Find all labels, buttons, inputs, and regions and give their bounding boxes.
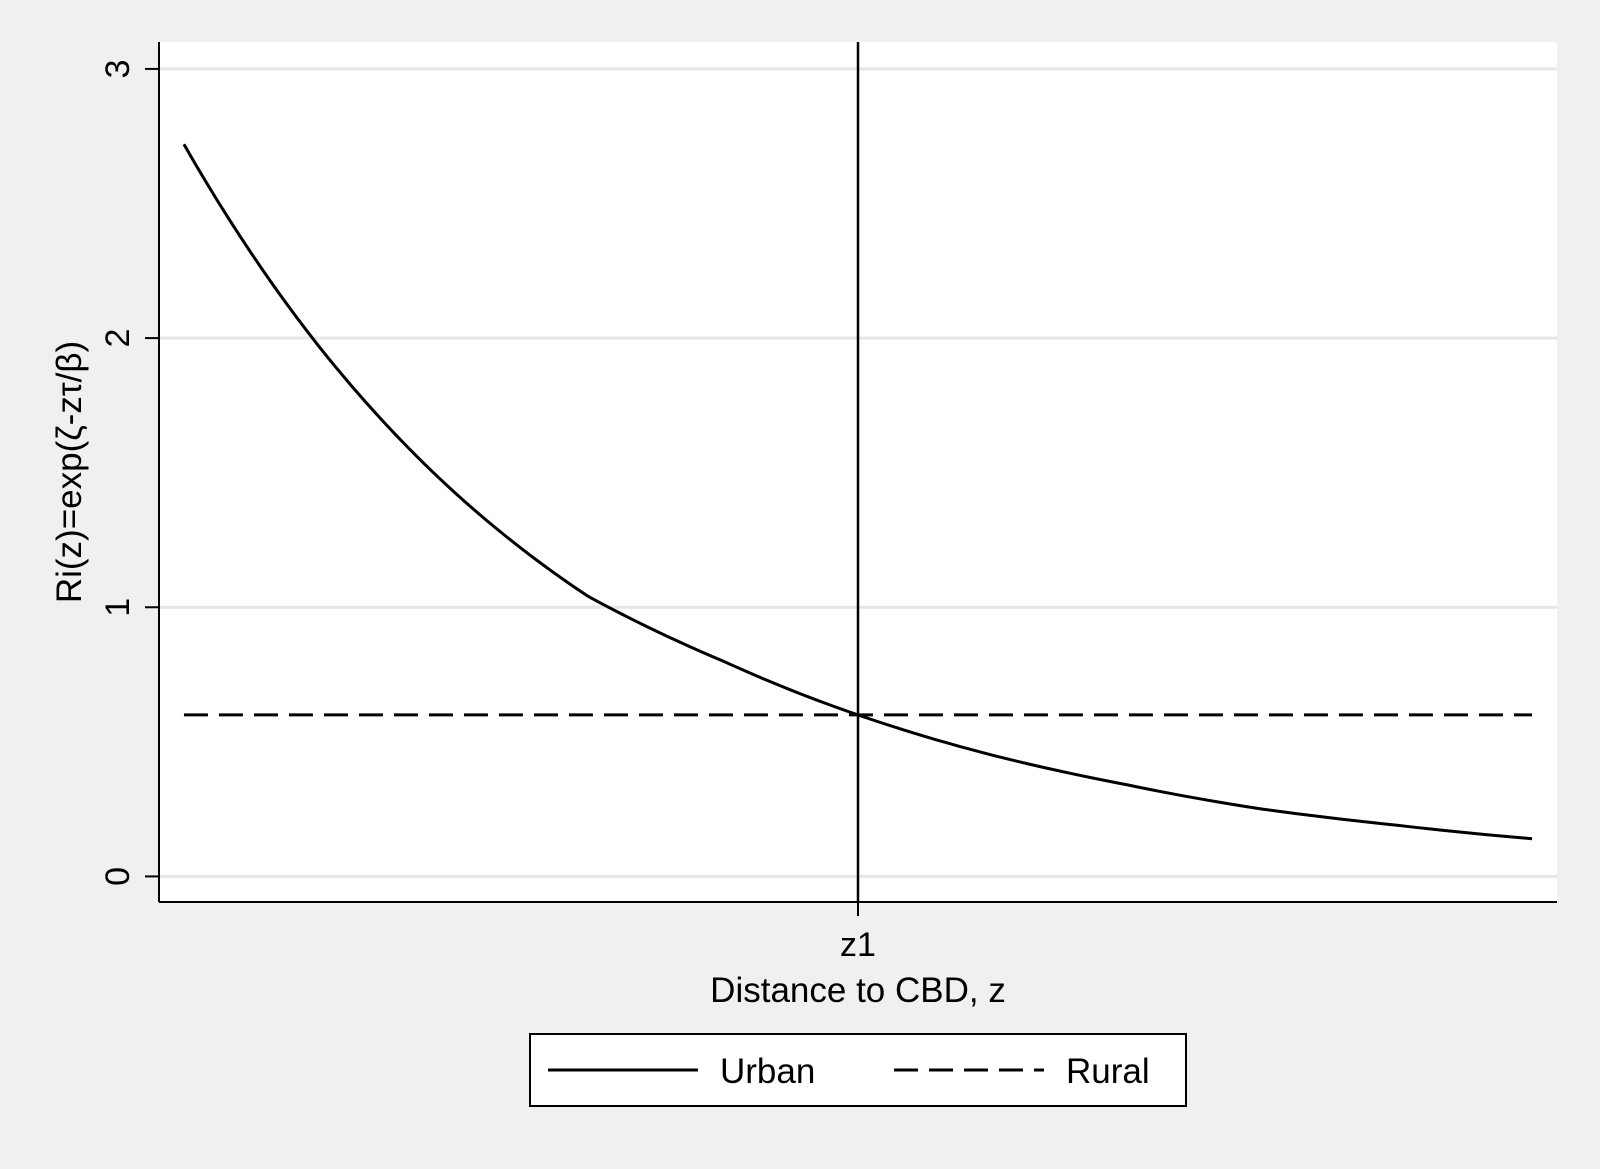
axes: 0 1 2 3 z1	[99, 42, 1557, 964]
x-tick-label: z1	[840, 926, 876, 964]
legend: Urban Rural	[529, 1033, 1187, 1107]
legend-label-rural: Rural	[1066, 1052, 1150, 1091]
x-axis-title: Distance to CBD, z	[710, 971, 1006, 1010]
y-tick-label: 3	[99, 59, 137, 78]
y-tick-label: 0	[99, 867, 137, 886]
legend-label-urban: Urban	[720, 1052, 815, 1091]
y-axis-title: Ri(z)=exp(ζ-zτ/β)	[50, 341, 89, 603]
y-tick-label: 2	[99, 329, 137, 348]
y-tick-label: 1	[99, 598, 137, 617]
series-group	[182, 143, 1533, 841]
